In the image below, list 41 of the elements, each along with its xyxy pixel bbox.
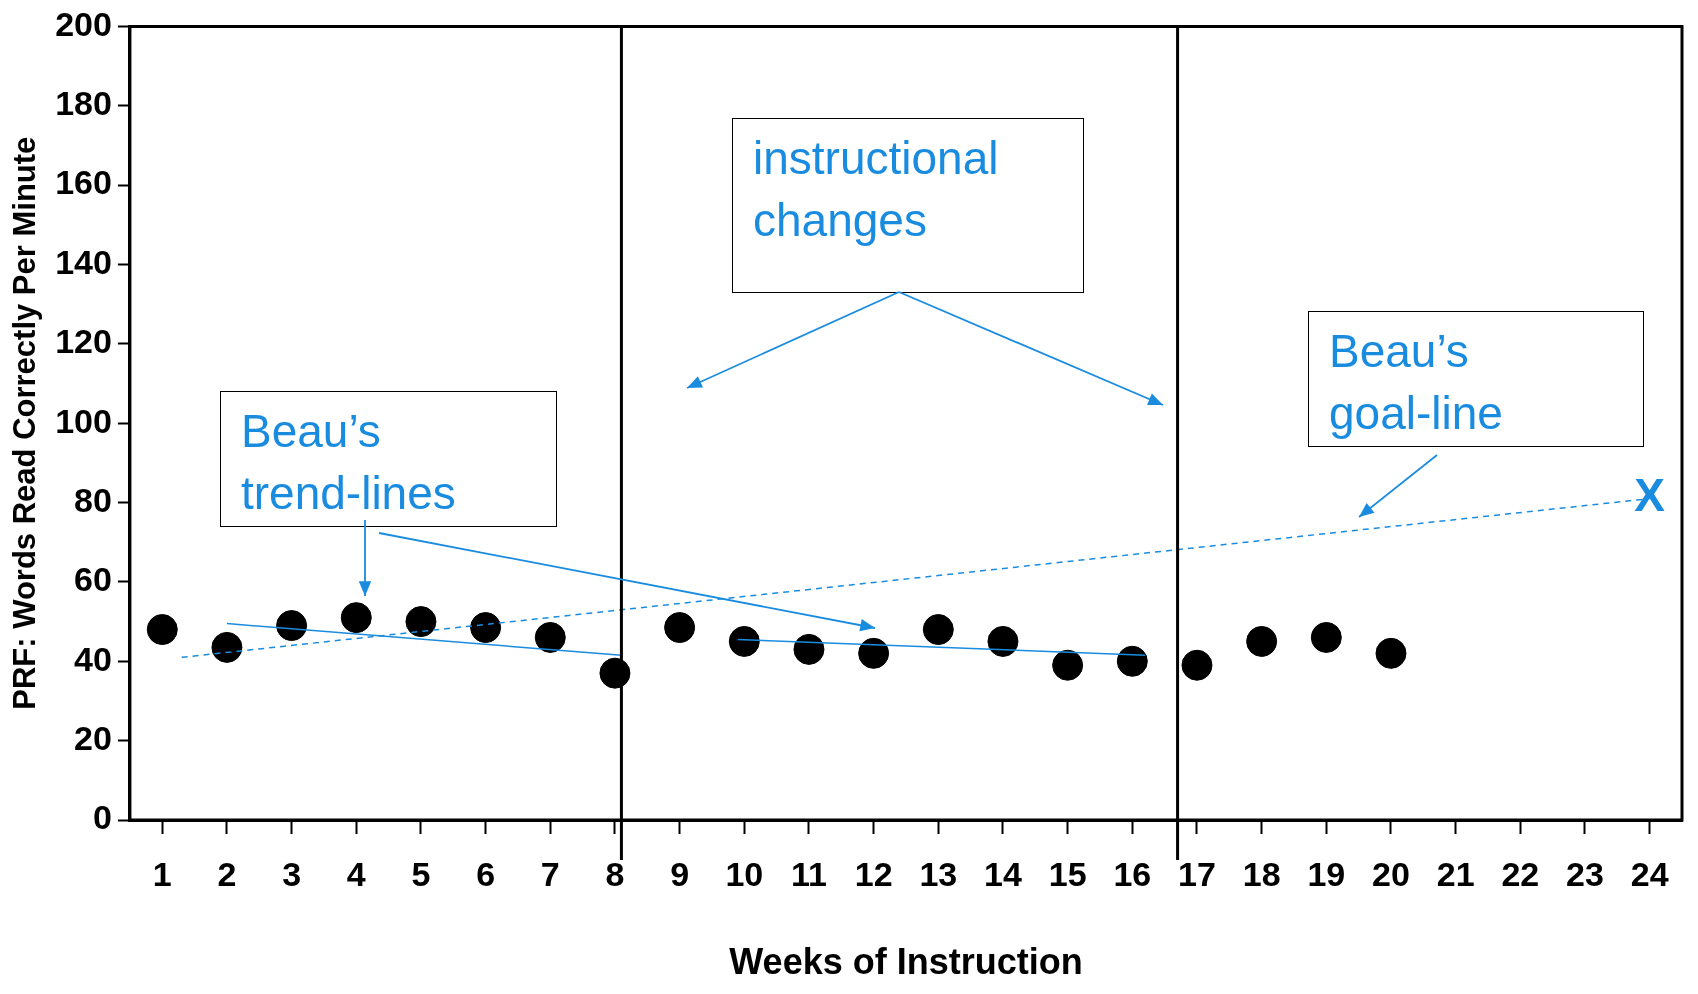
- x-tick-label: 13: [919, 854, 958, 893]
- y-tick-label: 40: [74, 639, 112, 678]
- x-tick-label: 9: [670, 854, 690, 893]
- x-tick-label: 21: [1436, 854, 1475, 893]
- x-tick-label: 8: [605, 854, 625, 893]
- x-tick-label: 4: [346, 854, 366, 893]
- x-tick-label: 2: [217, 854, 237, 893]
- x-tick-label: 6: [476, 854, 496, 893]
- x-tick-label: 24: [1630, 854, 1669, 893]
- y-tick-label: 100: [55, 401, 112, 440]
- annotation: X: [1634, 469, 1666, 522]
- x-tick-label: 15: [1048, 854, 1087, 893]
- y-axis-title: PRF: Words Read Correctly Per Minute: [7, 136, 43, 710]
- y-tick-label: 0: [93, 798, 112, 837]
- x-axis-title: Weeks of Instruction: [729, 941, 1083, 983]
- note-box: instructional changes: [732, 118, 1084, 293]
- y-tick-label: 160: [55, 163, 112, 202]
- x-tick-label: 17: [1178, 854, 1216, 893]
- note-box: Beau’s goal-line: [1308, 311, 1644, 447]
- x-tick-label: 3: [282, 854, 302, 893]
- x-tick-label: 5: [411, 854, 431, 893]
- y-tick-label: 120: [55, 322, 112, 361]
- y-tick-label: 200: [55, 4, 112, 43]
- x-tick-label: 23: [1566, 854, 1604, 893]
- note-box: Beau’s trend-lines: [220, 391, 557, 527]
- x-tick-label: 18: [1242, 854, 1281, 893]
- x-tick-label: 22: [1501, 854, 1540, 893]
- x-tick-label: 11: [790, 854, 827, 893]
- x-tick-label: 10: [725, 854, 764, 893]
- x-tick-label: 16: [1113, 854, 1152, 893]
- y-tick-label: 20: [74, 719, 112, 758]
- y-tick-label: 60: [74, 560, 112, 599]
- x-tick-label: 7: [540, 854, 560, 893]
- y-tick-label: 80: [74, 480, 112, 519]
- y-tick-label: 180: [55, 84, 112, 123]
- y-tick-label: 140: [55, 242, 112, 281]
- x-tick-label: 12: [854, 854, 893, 893]
- x-tick-label: 14: [984, 854, 1022, 893]
- x-tick-label: 19: [1307, 854, 1346, 893]
- x-tick-label: 20: [1372, 854, 1410, 893]
- x-tick-label: 1: [152, 854, 172, 893]
